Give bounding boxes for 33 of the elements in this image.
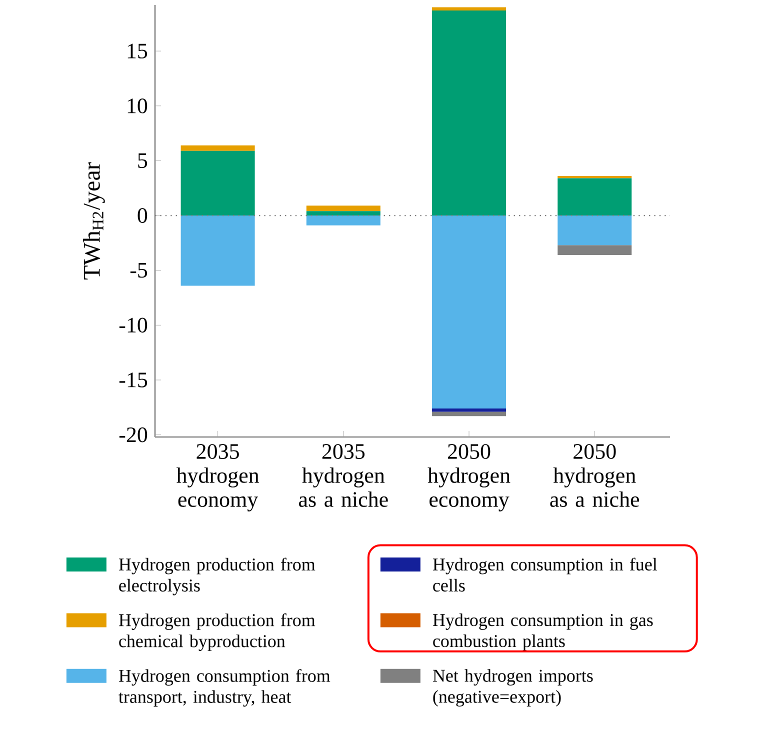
y-tick-label: -15 [119, 372, 148, 388]
legend-label: Hydrogen consumption in fuel cells [432, 558, 658, 592]
bar [432, 7, 506, 10]
legend-label: Net hydrogen imports (negative=export) [432, 669, 593, 707]
bar [432, 10, 506, 216]
bar [180, 145, 255, 151]
bar [306, 211, 380, 216]
bar [432, 408, 506, 412]
y-tick-label: -5 [130, 263, 148, 278]
legend-label: Hydrogen consumption in gas combustion plants [432, 613, 653, 651]
bar [558, 245, 632, 255]
legend-label: Hydrogen consumption from transport, industry, heat [118, 669, 330, 707]
y-tick-label: -20 [119, 427, 148, 442]
x-tick-label: 2050 hydrogen economy [428, 444, 510, 512]
x-tick-label: 2050 hydrogen as a niche [550, 444, 640, 507]
x-tick-label: 2035 hydrogen as a niche [299, 444, 388, 507]
bar [180, 150, 255, 216]
bar [306, 206, 380, 212]
y-tick-label: 10 [128, 98, 148, 114]
bar [306, 216, 380, 226]
y-tick-label: 5 [138, 153, 148, 168]
bar [432, 412, 506, 416]
x-tick-label: 2035 hydrogen economy [176, 444, 260, 512]
bar [558, 216, 632, 246]
y-axis-title: TWh$_{H2}$/year [83, 162, 105, 280]
bar [432, 216, 506, 408]
legend-label: Hydrogen production from electrolysis [118, 558, 316, 596]
legend-label: Hydrogen production from chemical byproduction [118, 613, 316, 651]
y-tick-label: 0 [138, 208, 148, 223]
bar [558, 178, 632, 216]
y-tick-label: 15 [128, 44, 148, 58]
bar [180, 216, 255, 286]
y-tick-label: -10 [119, 318, 148, 333]
